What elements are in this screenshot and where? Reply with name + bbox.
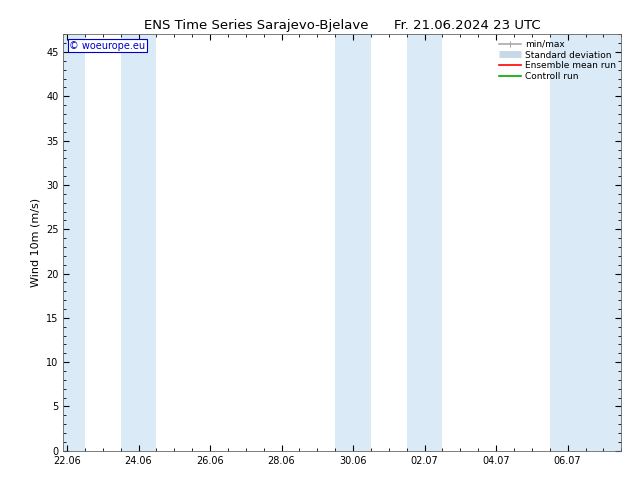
Bar: [550, 34, 621, 451]
Title: ENS Time Series Sarajevo-Bjelave      Fr. 21.06.2024 23 UTC: ENS Time Series Sarajevo-Bjelave Fr. 21.…: [144, 19, 541, 32]
Legend: min/max, Standard deviation, Ensemble mean run, Controll run: min/max, Standard deviation, Ensemble me…: [496, 37, 619, 84]
Bar: [407, 34, 443, 451]
Y-axis label: Wind 10m (m/s): Wind 10m (m/s): [30, 198, 41, 287]
Bar: [120, 34, 157, 451]
Text: © woeurope.eu: © woeurope.eu: [69, 41, 145, 50]
Bar: [335, 34, 371, 451]
Bar: [63, 34, 85, 451]
